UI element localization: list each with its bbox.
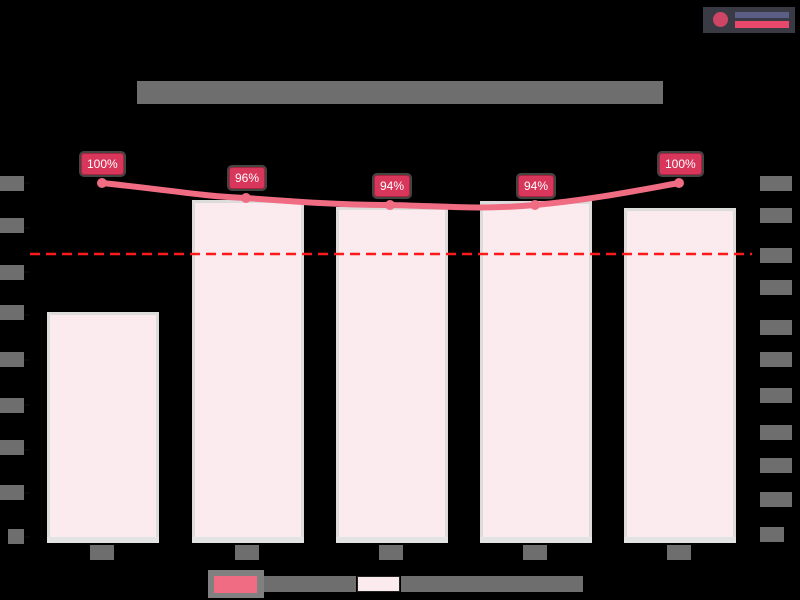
bar-2[interactable]	[192, 200, 304, 540]
x-axis-label	[667, 545, 691, 560]
data-label: 100%	[659, 153, 702, 175]
legend-line-swatch[interactable]	[208, 570, 264, 598]
bar-1[interactable]	[47, 312, 159, 540]
data-label: 94%	[374, 175, 411, 197]
bar-base	[336, 537, 448, 543]
left-axis-label	[0, 352, 24, 367]
bar-base	[192, 537, 304, 543]
bar-base	[624, 537, 736, 543]
right-axis-label	[760, 248, 792, 263]
data-label: 100%	[81, 153, 124, 175]
x-axis-label	[523, 545, 547, 560]
right-axis-label	[760, 492, 792, 507]
legend-label-line[interactable]	[264, 576, 356, 592]
left-axis-label	[8, 529, 24, 544]
logo-text-top	[735, 12, 789, 18]
bar-base	[480, 537, 592, 543]
left-axis-label	[0, 485, 24, 500]
left-axis-label	[0, 305, 24, 320]
x-axis-label	[379, 545, 403, 560]
left-axis-label	[0, 218, 24, 233]
right-axis-label	[760, 527, 784, 542]
chart-title	[137, 81, 663, 104]
left-axis-label	[0, 265, 24, 280]
data-label: 96%	[229, 167, 266, 189]
bar-base	[47, 537, 159, 543]
left-axis-label	[0, 440, 24, 455]
axis-ticks	[24, 182, 30, 538]
brand-logo	[703, 7, 795, 33]
right-axis-label	[760, 458, 792, 473]
x-axis-label	[90, 545, 114, 560]
logo-mark-icon	[713, 12, 728, 27]
bar-3[interactable]	[336, 207, 448, 540]
left-axis-label	[0, 398, 24, 413]
logo-text-bottom	[735, 21, 789, 28]
legend-bar-swatch[interactable]	[357, 576, 400, 592]
data-label: 94%	[518, 175, 555, 197]
right-axis-label	[760, 320, 792, 335]
line-markers	[97, 178, 684, 210]
right-axis-label	[760, 425, 792, 440]
right-axis-label	[760, 280, 792, 295]
bar-4[interactable]	[480, 201, 592, 540]
right-axis-label	[760, 176, 792, 191]
right-axis-label	[760, 388, 792, 403]
right-axis-label	[760, 352, 792, 367]
bar-5[interactable]	[624, 208, 736, 540]
right-axis-label	[760, 208, 792, 223]
legend-label-bar[interactable]	[401, 576, 583, 592]
x-axis-label	[235, 545, 259, 560]
left-axis-label	[0, 176, 24, 191]
